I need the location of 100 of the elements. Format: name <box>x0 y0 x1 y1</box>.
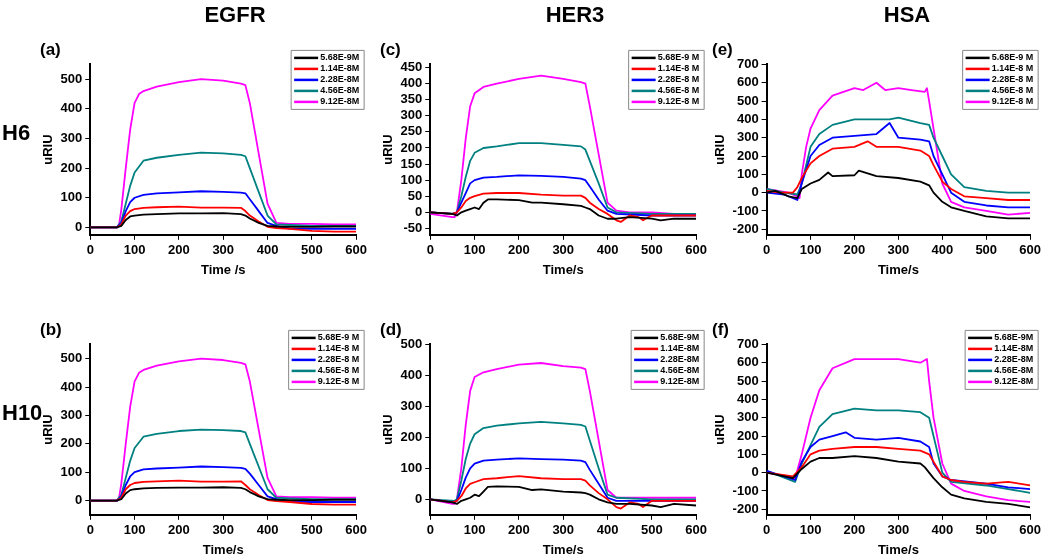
x-tick-label: 300 <box>212 522 235 538</box>
x-tick-label: 500 <box>640 242 663 258</box>
chart-title: EGFR <box>203 2 267 28</box>
y-tick-label: 600 <box>736 74 759 90</box>
chart-subtitle: (d) <box>380 319 402 339</box>
x-axis-title: Time/s <box>542 541 584 557</box>
chart-subtitle: (a) <box>40 39 61 59</box>
y-tick-label: 200 <box>60 159 83 175</box>
y-tick-label: 0 <box>75 492 83 508</box>
chart-subtitle: (c) <box>380 39 401 59</box>
y-tick-label: 300 <box>736 129 759 145</box>
y-tick-label: 350 <box>400 91 423 107</box>
y-axis-title: uRIU <box>712 134 728 165</box>
legend-label: 5.68E-9 M <box>991 52 1034 63</box>
x-tick-label: 100 <box>799 522 822 538</box>
x-tick-label: 500 <box>300 242 323 258</box>
x-tick-label: 500 <box>975 242 998 258</box>
y-tick-label: 400 <box>400 366 423 382</box>
y-tick-label: 500 <box>60 70 83 86</box>
y-tick-label: 300 <box>400 107 423 123</box>
chart-subtitle: (e) <box>712 39 733 59</box>
x-tick-label: 600 <box>685 522 708 538</box>
chart-title: HER3 <box>544 2 606 28</box>
y-tick-label: 700 <box>736 335 759 351</box>
y-tick-label: 50 <box>407 187 423 203</box>
legend-label: 5.68E-9M <box>660 332 700 343</box>
y-tick-label: 400 <box>736 390 759 406</box>
text: H6 <box>2 120 31 146</box>
legend-label: 5.68E-9 M <box>317 332 360 343</box>
legend-label: 1.14E-8M <box>994 343 1034 354</box>
y-tick-label: -200 <box>732 220 759 236</box>
legend-label: 9.12E-8 M <box>991 96 1034 107</box>
x-tick-label: 0 <box>86 522 94 538</box>
x-tick-label: 600 <box>1019 522 1042 538</box>
y-tick-label: 200 <box>400 139 423 155</box>
y-tick-label: 400 <box>60 100 83 116</box>
legend-label: 4.56E-8M <box>994 365 1034 376</box>
legend-label: 9.12E-8M <box>660 376 700 387</box>
x-tick-label: 600 <box>685 242 708 258</box>
legend-label: 2.28E-8M <box>660 354 700 365</box>
legend-label: 9.12E-8M <box>994 376 1034 387</box>
y-tick-label: 100 <box>400 459 423 475</box>
y-tick-label: -100 <box>732 202 759 218</box>
y-tick-label: 150 <box>400 155 423 171</box>
x-tick-label: 0 <box>763 522 771 538</box>
y-tick-label: -100 <box>732 482 759 498</box>
y-tick-label: 100 <box>60 189 83 205</box>
legend-label: 1.14E-8 M <box>991 63 1034 74</box>
legend-label: 2.28E-8 M <box>317 354 360 365</box>
y-tick-label: 400 <box>60 378 83 394</box>
x-tick-label: 400 <box>931 242 954 258</box>
x-tick-label: 300 <box>887 522 910 538</box>
x-tick-label: 200 <box>168 522 190 538</box>
legend-label: 4.56E-8M <box>660 365 700 376</box>
legend-label: 4.56E-8 M <box>657 85 700 96</box>
x-tick-label: 400 <box>596 242 619 258</box>
chart-subtitle: (b) <box>40 319 62 339</box>
x-tick-label: 600 <box>1019 242 1042 258</box>
x-tick-label: 100 <box>463 242 486 258</box>
y-tick-label: 100 <box>736 165 759 181</box>
x-tick-label: 200 <box>843 522 866 538</box>
x-tick-label: 500 <box>300 522 323 538</box>
y-tick-label: 500 <box>736 92 759 108</box>
y-tick-label: 200 <box>60 435 83 451</box>
x-axis-title: Time/s <box>877 261 919 277</box>
legend-label: 2.28E-8M <box>320 74 360 85</box>
x-tick-label: 200 <box>508 242 530 258</box>
y-tick-label: 300 <box>736 409 759 425</box>
y-tick-label: 600 <box>736 354 759 370</box>
legend-label: 2.28E-8M <box>994 354 1034 365</box>
x-axis-title: Time/s <box>202 541 244 557</box>
x-tick-label: 600 <box>345 522 368 538</box>
x-tick-label: 100 <box>123 522 146 538</box>
legend-label: 4.56E-8 M <box>991 85 1034 96</box>
x-tick-label: 400 <box>596 522 619 538</box>
y-tick-label: 0 <box>415 490 423 506</box>
x-tick-label: 100 <box>123 242 146 258</box>
legend-label: 4.56E-8M <box>320 85 360 96</box>
text: H10 <box>2 400 43 426</box>
y-tick-label: 250 <box>400 123 423 139</box>
x-tick-label: 200 <box>508 522 530 538</box>
y-axis-title: uRIU <box>40 134 56 165</box>
legend-label: 2.28E-8 M <box>991 74 1034 85</box>
y-tick-label: 0 <box>75 218 83 234</box>
y-tick-label: 400 <box>400 75 423 91</box>
y-tick-label: 700 <box>736 55 759 71</box>
x-tick-label: 0 <box>426 242 434 258</box>
x-tick-label: 300 <box>552 242 575 258</box>
legend-label: 9.12E-8 M <box>657 96 700 107</box>
x-tick-label: 100 <box>463 522 486 538</box>
y-tick-label: -50 <box>403 219 423 235</box>
y-tick-label: 500 <box>736 372 759 388</box>
legend-label: 1.14E-8M <box>320 63 360 74</box>
y-tick-label: 450 <box>400 59 423 75</box>
legend-label: 1.14E-8 M <box>317 343 360 354</box>
y-axis-title: uRIU <box>380 134 396 165</box>
y-tick-label: 200 <box>400 428 423 444</box>
y-tick-label: 100 <box>400 171 423 187</box>
y-axis-title: uRIU <box>712 414 728 445</box>
x-axis-title: Time /s <box>200 261 246 277</box>
